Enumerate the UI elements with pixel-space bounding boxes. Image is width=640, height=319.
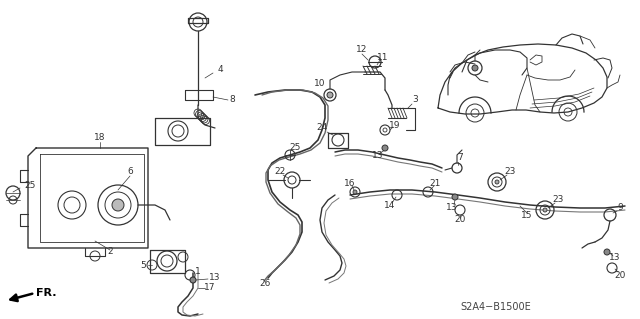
Text: 24: 24 — [316, 123, 328, 132]
Text: 6: 6 — [127, 167, 133, 176]
Text: 2: 2 — [107, 248, 113, 256]
Text: 20: 20 — [454, 216, 466, 225]
Circle shape — [112, 199, 124, 211]
Text: 4: 4 — [217, 65, 223, 75]
Text: 13: 13 — [209, 273, 221, 283]
Circle shape — [327, 92, 333, 98]
Text: 1: 1 — [195, 266, 201, 276]
Text: 15: 15 — [521, 211, 532, 219]
Circle shape — [353, 190, 357, 194]
Text: 18: 18 — [94, 133, 106, 143]
Text: 19: 19 — [389, 121, 401, 130]
Text: 20: 20 — [614, 271, 626, 279]
Circle shape — [543, 208, 547, 212]
Circle shape — [382, 145, 388, 151]
Text: 13: 13 — [372, 151, 384, 160]
Text: 25: 25 — [289, 144, 301, 152]
Text: 22: 22 — [275, 167, 285, 176]
Text: 8: 8 — [229, 95, 235, 105]
Text: 11: 11 — [377, 53, 388, 62]
Circle shape — [495, 180, 499, 184]
Text: 7: 7 — [457, 153, 463, 162]
Text: 5: 5 — [140, 261, 146, 270]
Text: 23: 23 — [504, 167, 516, 176]
Text: 17: 17 — [204, 284, 216, 293]
Text: 12: 12 — [356, 46, 368, 55]
Text: 25: 25 — [24, 181, 36, 189]
Text: 13: 13 — [609, 254, 621, 263]
Text: 3: 3 — [412, 95, 418, 105]
Text: 23: 23 — [552, 196, 564, 204]
Circle shape — [190, 277, 196, 283]
Circle shape — [472, 65, 478, 71]
Circle shape — [604, 249, 610, 255]
Text: 13: 13 — [446, 204, 458, 212]
Text: 9: 9 — [617, 204, 623, 212]
Text: FR.: FR. — [36, 288, 56, 298]
Text: 14: 14 — [384, 201, 396, 210]
Circle shape — [452, 194, 458, 200]
Text: 21: 21 — [429, 179, 441, 188]
Text: 10: 10 — [314, 78, 326, 87]
Text: 16: 16 — [344, 179, 356, 188]
Text: 26: 26 — [259, 279, 271, 288]
Text: S2A4−B1500E: S2A4−B1500E — [460, 302, 531, 312]
